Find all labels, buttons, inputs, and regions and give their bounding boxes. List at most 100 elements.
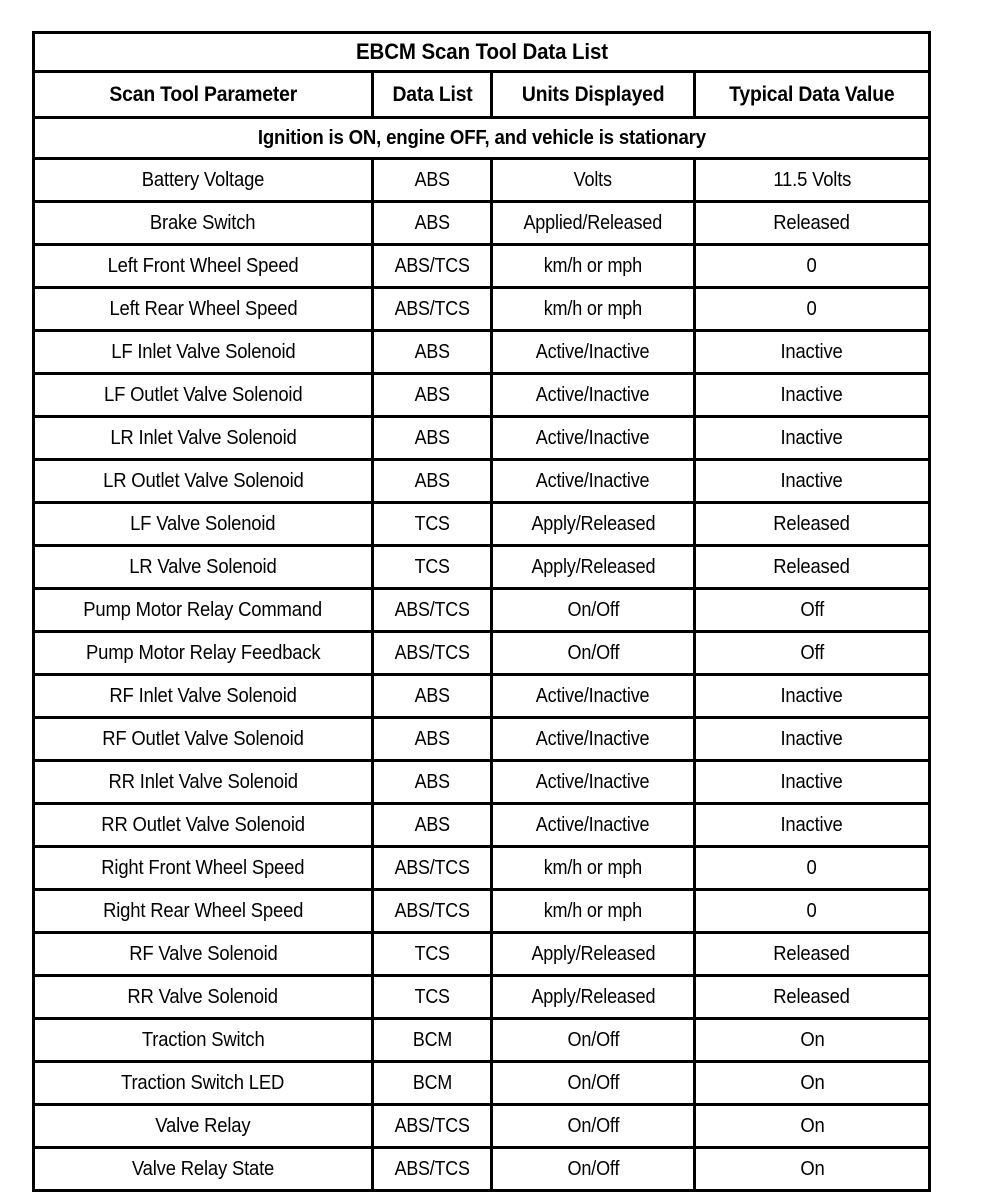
cell-units: Active/Inactive <box>490 673 696 719</box>
test-condition-row: Ignition is ON, engine OFF, and vehicle … <box>32 116 931 160</box>
table-header-row: Scan Tool Parameter Data List Units Disp… <box>32 70 931 119</box>
cell-typical-value: Inactive <box>693 458 931 504</box>
column-header-typical-data-value: Typical Data Value <box>693 70 931 119</box>
cell-parameter: Valve Relay State <box>32 1146 374 1192</box>
cell-parameter: RF Inlet Valve Solenoid <box>32 673 374 719</box>
cell-typical-value: On <box>693 1103 931 1149</box>
cell-parameter: LR Inlet Valve Solenoid <box>32 415 374 461</box>
cell-units: km/h or mph <box>490 888 696 934</box>
cell-units: On/Off <box>490 1103 696 1149</box>
table-body: EBCM Scan Tool Data List Scan Tool Param… <box>32 31 931 1192</box>
cell-units: Apply/Released <box>490 544 696 590</box>
table-row: Brake Switch ABS Applied/Released Released <box>32 200 931 246</box>
column-header-data-list: Data List <box>371 70 493 119</box>
table-row: Traction Switch BCM On/Off On <box>32 1017 931 1063</box>
cell-typical-value: 0 <box>693 286 931 332</box>
table-row: LR Outlet Valve Solenoid ABS Active/Inacti… <box>32 458 931 504</box>
table-row: Left Rear Wheel Speed ABS/TCS km/h or mph 0 <box>32 286 931 332</box>
cell-units: Active/Inactive <box>490 458 696 504</box>
cell-parameter: Brake Switch <box>32 200 374 246</box>
cell-units: Active/Inactive <box>490 329 696 375</box>
cell-parameter: LF Outlet Valve Solenoid <box>32 372 374 418</box>
cell-data-list: ABS/TCS <box>371 243 493 289</box>
table-row: Pump Motor Relay Command ABS/TCS On/Off Off <box>32 587 931 633</box>
cell-parameter: Pump Motor Relay Command <box>32 587 374 633</box>
cell-parameter: Left Front Wheel Speed <box>32 243 374 289</box>
table-title: EBCM Scan Tool Data List <box>63 31 900 73</box>
cell-data-list: TCS <box>371 544 493 590</box>
cell-data-list: ABS/TCS <box>371 587 493 633</box>
cell-typical-value: Inactive <box>693 716 931 762</box>
cell-typical-value: Inactive <box>693 329 931 375</box>
column-header-scan-tool-parameter: Scan Tool Parameter <box>32 70 374 119</box>
cell-units: Active/Inactive <box>490 372 696 418</box>
table-row: RR Outlet Valve Solenoid ABS Active/Inacti… <box>32 802 931 848</box>
cell-data-list: TCS <box>371 501 493 547</box>
cell-parameter: LR Valve Solenoid <box>32 544 374 590</box>
table-row: RF Inlet Valve Solenoid ABS Active/Inactiv… <box>32 673 931 719</box>
cell-units: On/Off <box>490 1146 696 1192</box>
cell-data-list: BCM <box>371 1017 493 1063</box>
test-condition-text: Ignition is ON, engine OFF, and vehicle … <box>32 116 931 160</box>
cell-typical-value: Inactive <box>693 372 931 418</box>
scan-tool-data-sheet: EBCM Scan Tool Data List Scan Tool Param… <box>32 31 931 1192</box>
cell-parameter: RR Inlet Valve Solenoid <box>32 759 374 805</box>
cell-data-list: ABS/TCS <box>371 1146 493 1192</box>
cell-data-list: ABS <box>371 759 493 805</box>
cell-data-list: ABS <box>371 802 493 848</box>
cell-data-list: ABS/TCS <box>371 845 493 891</box>
cell-typical-value: On <box>693 1060 931 1106</box>
cell-parameter: Battery Voltage <box>32 157 374 203</box>
cell-units: On/Off <box>490 630 696 676</box>
cell-data-list: ABS <box>371 716 493 762</box>
cell-parameter: Right Rear Wheel Speed <box>32 888 374 934</box>
cell-data-list: ABS <box>371 200 493 246</box>
cell-units: On/Off <box>490 587 696 633</box>
cell-typical-value: Off <box>693 587 931 633</box>
cell-typical-value: Off <box>693 630 931 676</box>
table-row: Right Rear Wheel Speed ABS/TCS km/h or mph… <box>32 888 931 934</box>
cell-units: On/Off <box>490 1060 696 1106</box>
table-row: LF Outlet Valve Solenoid ABS Active/Inacti… <box>32 372 931 418</box>
table-row: RR Inlet Valve Solenoid ABS Active/Inactiv… <box>32 759 931 805</box>
cell-parameter: LR Outlet Valve Solenoid <box>32 458 374 504</box>
cell-typical-value: Released <box>693 501 931 547</box>
cell-data-list: BCM <box>371 1060 493 1106</box>
cell-parameter: Pump Motor Relay Feedback <box>32 630 374 676</box>
cell-typical-value: 0 <box>693 243 931 289</box>
cell-data-list: ABS <box>371 329 493 375</box>
cell-data-list: ABS/TCS <box>371 888 493 934</box>
cell-units: Apply/Released <box>490 501 696 547</box>
table-row: Battery Voltage ABS Volts 11.5 Volts <box>32 157 931 203</box>
cell-typical-value: Released <box>693 200 931 246</box>
table-row: Valve Relay ABS/TCS On/Off On <box>32 1103 931 1149</box>
cell-units: km/h or mph <box>490 286 696 332</box>
cell-units: Active/Inactive <box>490 415 696 461</box>
cell-parameter: Traction Switch <box>32 1017 374 1063</box>
cell-parameter: Traction Switch LED <box>32 1060 374 1106</box>
table-row: RF Outlet Valve Solenoid ABS Active/Inacti… <box>32 716 931 762</box>
cell-typical-value: Inactive <box>693 802 931 848</box>
cell-parameter: Valve Relay <box>32 1103 374 1149</box>
cell-parameter: LF Valve Solenoid <box>32 501 374 547</box>
table-title-row: EBCM Scan Tool Data List <box>34 31 930 73</box>
cell-units: Volts <box>490 157 696 203</box>
cell-typical-value: 0 <box>693 888 931 934</box>
cell-data-list: ABS <box>371 157 493 203</box>
cell-units: km/h or mph <box>490 845 696 891</box>
table-row: Traction Switch LED BCM On/Off On <box>32 1060 931 1106</box>
cell-data-list: TCS <box>371 931 493 977</box>
cell-data-list: TCS <box>371 974 493 1020</box>
table-row: Pump Motor Relay Feedback ABS/TCS On/Off Of… <box>32 630 931 676</box>
table-row: LR Valve Solenoid TCS Apply/Released Releas… <box>32 544 931 590</box>
cell-typical-value: Released <box>693 974 931 1020</box>
cell-typical-value: Released <box>693 544 931 590</box>
cell-typical-value: On <box>693 1146 931 1192</box>
cell-data-list: ABS/TCS <box>371 630 493 676</box>
cell-typical-value: 11.5 Volts <box>693 157 931 203</box>
cell-parameter: Right Front Wheel Speed <box>32 845 374 891</box>
table-row: RF Valve Solenoid TCS Apply/Released Releas… <box>32 931 931 977</box>
cell-units: Active/Inactive <box>490 759 696 805</box>
cell-parameter: RR Valve Solenoid <box>32 974 374 1020</box>
cell-units: Active/Inactive <box>490 716 696 762</box>
